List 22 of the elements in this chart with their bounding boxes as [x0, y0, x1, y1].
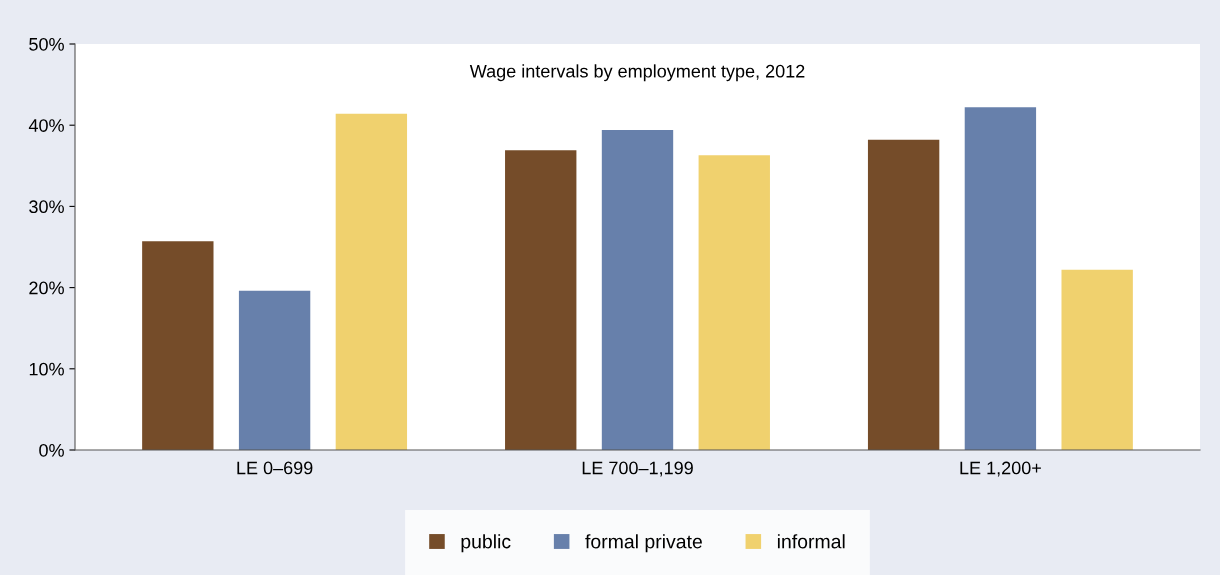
- bar: [142, 241, 214, 450]
- bar: [601, 130, 674, 450]
- bar: [698, 155, 770, 450]
- y-tick-label: 10%: [29, 362, 64, 376]
- bar: [1061, 269, 1133, 450]
- text: Wage intervals by employment type, 2012: [469, 64, 805, 82]
- x-tick-label: LE 1,200+: [960, 461, 1041, 477]
- bar: [505, 150, 577, 450]
- bar: [964, 107, 1037, 450]
- y-tick-label: 30%: [29, 200, 64, 214]
- y-tick-label: 0%: [39, 443, 64, 457]
- legend-label: informal: [777, 534, 845, 549]
- legend-label: formal private: [585, 534, 702, 553]
- y-tick-label: 20%: [29, 281, 64, 295]
- legend-label: public: [461, 534, 511, 553]
- bar: [867, 139, 940, 450]
- x-tick-label: LE 0–699: [237, 461, 313, 475]
- x-tick-label: LE 700–1,199: [582, 461, 693, 477]
- y-tick-label: 40%: [28, 119, 64, 132]
- bar: [335, 113, 408, 450]
- y-tick-label: 50%: [29, 37, 64, 51]
- bar: [238, 290, 311, 450]
